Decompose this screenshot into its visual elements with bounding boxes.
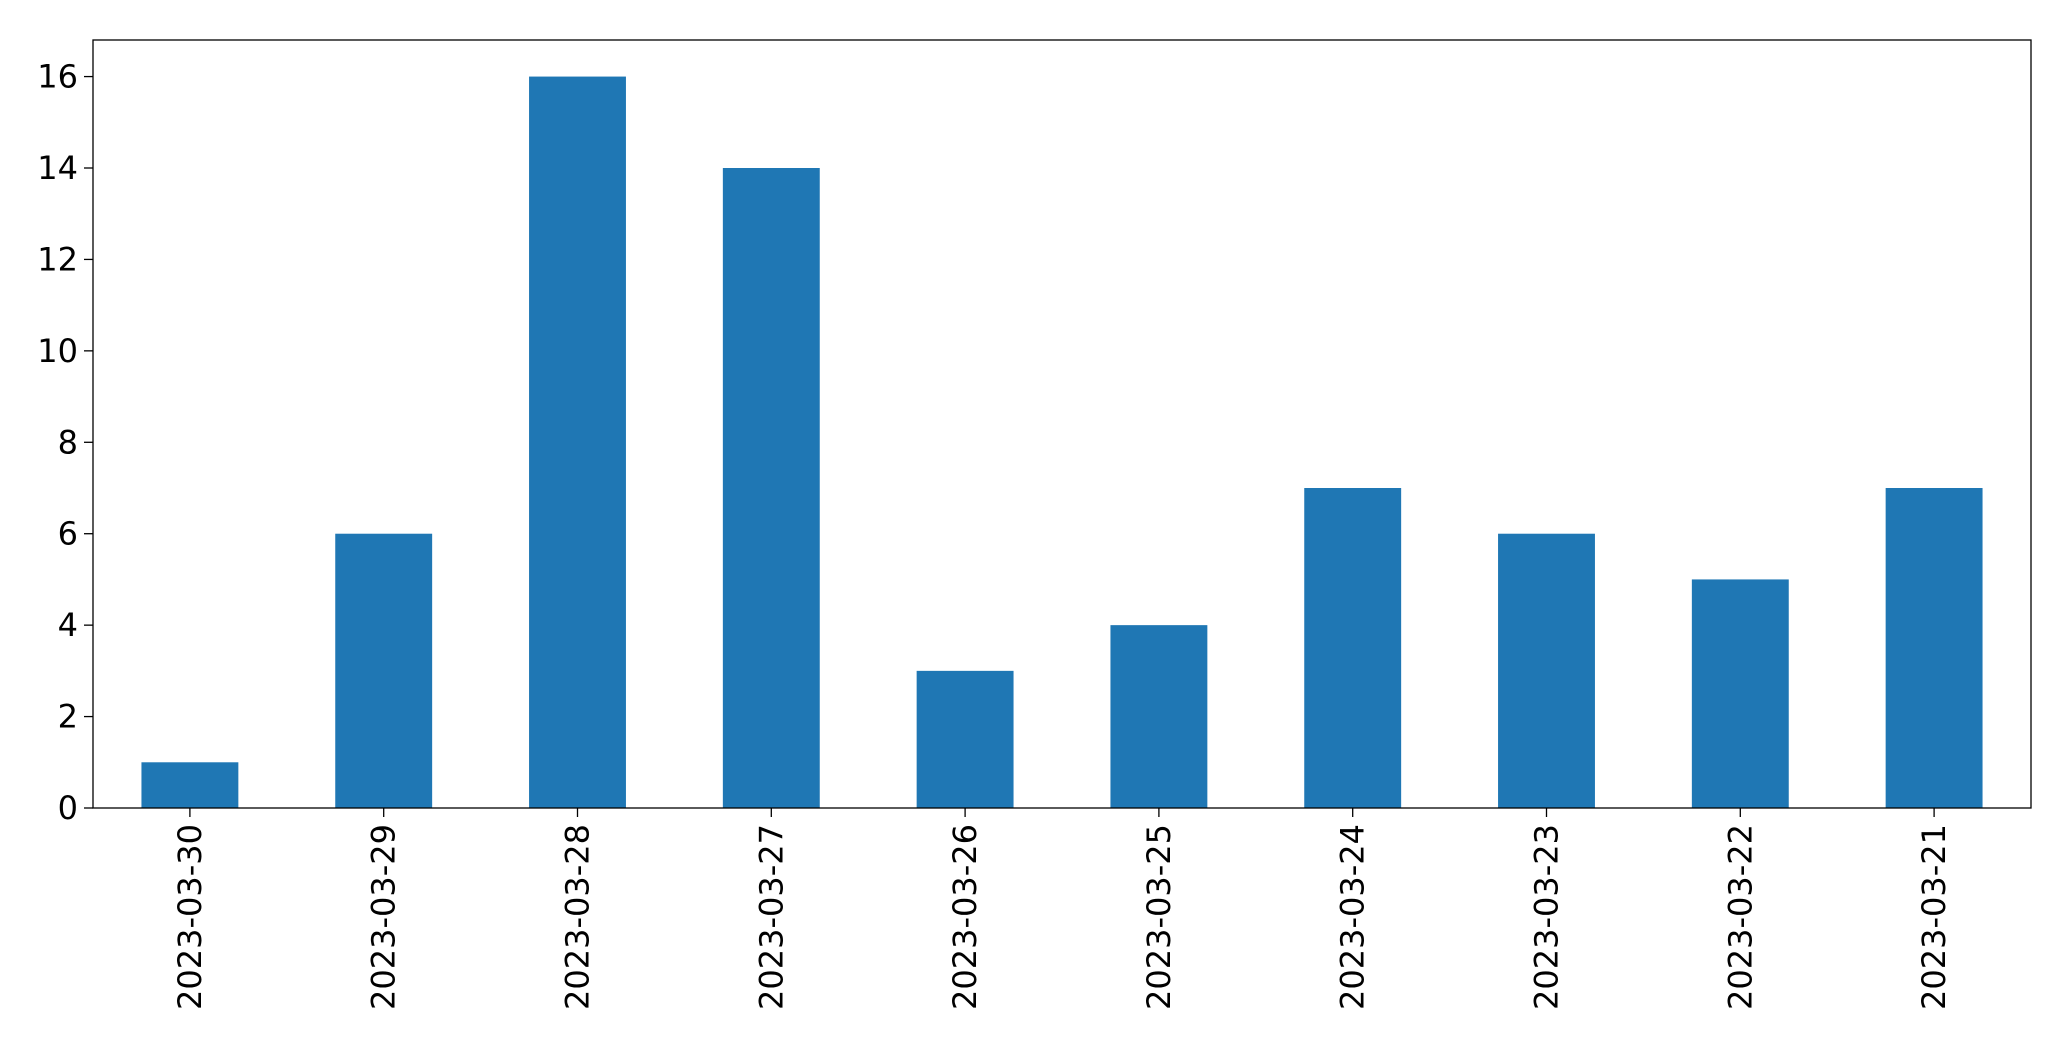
bar (1498, 533, 1595, 808)
y-tick-label: 8 (58, 423, 78, 461)
y-tick-label: 10 (37, 332, 78, 370)
y-tick-label: 4 (58, 606, 78, 644)
x-tick-label: 2023-03-26 (946, 824, 984, 1010)
y-tick-label: 0 (58, 789, 78, 827)
x-tick-label: 2023-03-21 (1915, 824, 1953, 1010)
x-tick-label: 2023-03-24 (1334, 824, 1372, 1010)
bar (335, 533, 433, 808)
x-tick-label: 2023-03-23 (1528, 824, 1566, 1010)
bar (1691, 579, 1789, 808)
plot-frame (92, 39, 2032, 809)
x-tick-label: 2023-03-27 (752, 824, 790, 1010)
bar (1885, 488, 1983, 808)
y-tick-label: 6 (58, 515, 78, 553)
bar (722, 168, 820, 808)
y-tick-label: 2 (58, 698, 78, 736)
bar (141, 762, 239, 808)
y-tick-label: 12 (37, 240, 78, 278)
bar (916, 670, 1014, 808)
bar (529, 76, 626, 809)
bar (1110, 625, 1208, 808)
bar (1304, 488, 1402, 808)
x-tick-label: 2023-03-30 (171, 824, 209, 1010)
x-tick-label: 2023-03-25 (1140, 824, 1178, 1010)
x-tick-label: 2023-03-29 (365, 824, 403, 1010)
x-tick-label: 2023-03-22 (1721, 824, 1759, 1010)
y-tick-label: 14 (37, 149, 78, 187)
x-tick-label: 2023-03-28 (559, 824, 597, 1010)
y-tick-label: 16 (37, 58, 78, 96)
